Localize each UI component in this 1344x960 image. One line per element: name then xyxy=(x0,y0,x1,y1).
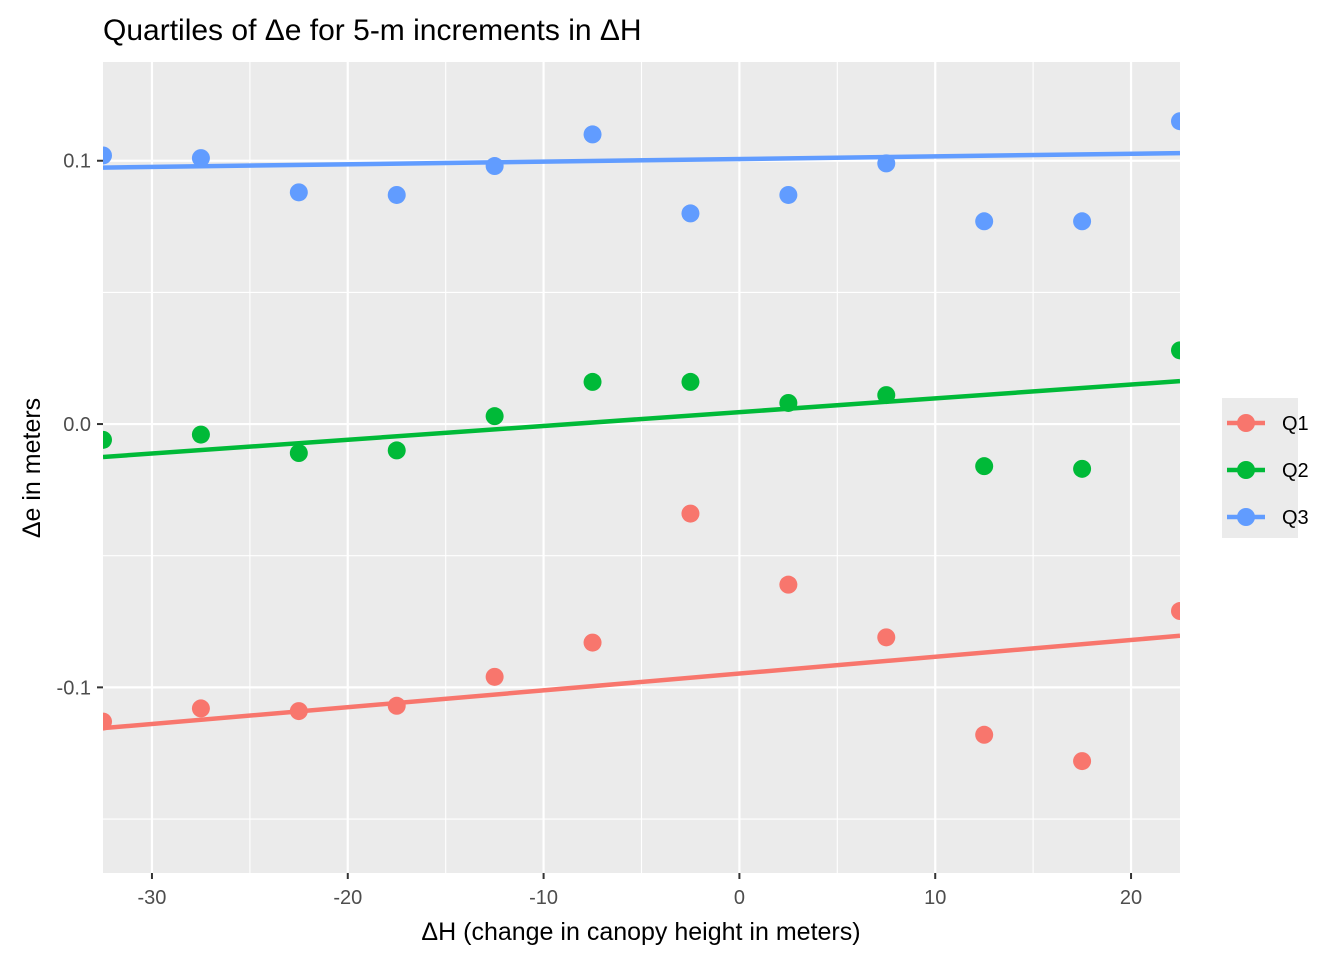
chart-title: Quartiles of Δe for 5-m increments in ΔH xyxy=(103,14,642,47)
x-tick-label: -30 xyxy=(138,887,167,909)
point-q3 xyxy=(779,185,798,204)
point-q2 xyxy=(583,372,602,391)
y-tick-label: -0.1 xyxy=(57,677,91,699)
point-q3 xyxy=(289,183,308,202)
point-q2 xyxy=(289,444,308,463)
trend-line-q3 xyxy=(103,150,1180,170)
point-q2 xyxy=(681,372,700,391)
legend-key-point xyxy=(1237,461,1255,479)
minor-gridlines xyxy=(103,62,1180,873)
point-q2 xyxy=(485,407,504,426)
y-tick-label: 0.1 xyxy=(63,151,91,173)
point-q2 xyxy=(1073,459,1092,478)
x-tick-label: -20 xyxy=(333,887,362,909)
point-q3 xyxy=(191,149,210,168)
y-axis: -0.1 0.0 0.1 xyxy=(57,151,103,699)
trend-lines xyxy=(103,150,1180,731)
point-q3 xyxy=(975,212,994,231)
trend-line-q1 xyxy=(103,633,1180,731)
y-axis-title: Δe in meters xyxy=(18,398,46,538)
x-tick-label: -10 xyxy=(529,887,558,909)
point-q3 xyxy=(1171,112,1180,131)
point-q1 xyxy=(681,504,700,523)
point-q1 xyxy=(975,725,994,744)
point-q3 xyxy=(103,146,112,165)
point-q3 xyxy=(485,157,504,176)
legend-key-point xyxy=(1237,414,1255,432)
point-q1 xyxy=(877,628,896,647)
point-q2 xyxy=(103,430,112,449)
legend-label-q3: Q3 xyxy=(1282,507,1309,529)
point-q1 xyxy=(1171,602,1180,621)
x-axis: -30 -20 -10 0 10 20 xyxy=(138,873,1142,909)
trend-line-q2 xyxy=(103,378,1180,460)
x-axis-title: ΔH (change in canopy height in meters) xyxy=(421,918,860,946)
legend-label-q1: Q1 xyxy=(1282,413,1309,435)
data-points xyxy=(103,112,1180,771)
point-q3 xyxy=(1073,212,1092,231)
point-q2 xyxy=(779,393,798,412)
major-gridlines xyxy=(103,62,1180,873)
point-q2 xyxy=(191,425,210,444)
legend-label-q2: Q2 xyxy=(1282,460,1309,482)
point-q2 xyxy=(387,441,406,460)
point-q1 xyxy=(485,667,504,686)
point-q2 xyxy=(975,457,994,476)
point-q2 xyxy=(1171,341,1180,360)
y-tick-label: 0.0 xyxy=(63,414,91,436)
point-q3 xyxy=(877,154,896,173)
x-tick-label: 20 xyxy=(1120,887,1142,909)
x-tick-label: 0 xyxy=(734,887,745,909)
point-q3 xyxy=(387,185,406,204)
point-q1 xyxy=(387,696,406,715)
point-q1 xyxy=(583,633,602,652)
point-q1 xyxy=(191,699,210,718)
point-q3 xyxy=(583,125,602,144)
legend: Q1 Q2 Q3 xyxy=(1222,398,1309,538)
point-q1 xyxy=(1073,752,1092,771)
point-q3 xyxy=(681,204,700,223)
point-q1 xyxy=(289,702,308,721)
x-tick-label: 10 xyxy=(924,887,946,909)
point-q2 xyxy=(877,386,896,405)
point-q1 xyxy=(103,712,112,731)
point-q1 xyxy=(779,575,798,594)
legend-key-point xyxy=(1237,508,1255,526)
